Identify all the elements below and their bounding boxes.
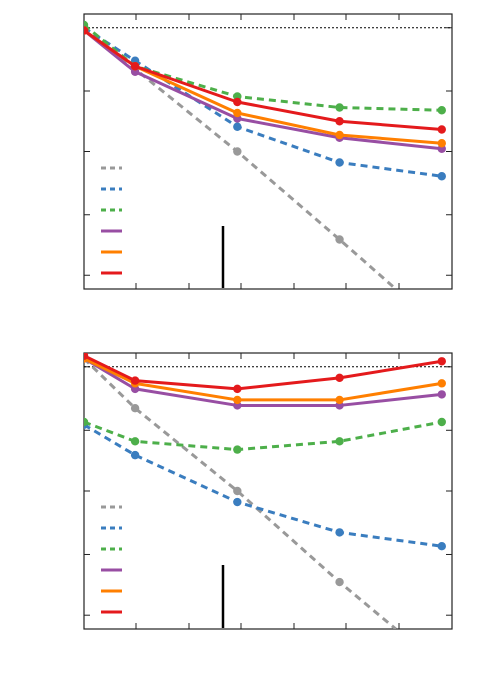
series-2-point: [335, 158, 344, 167]
series-1-point: [335, 235, 344, 244]
plot-frame: [83, 13, 453, 290]
series-6-point: [84, 353, 89, 360]
series-line-6: [84, 29, 442, 131]
series-3-point: [437, 417, 446, 427]
series-6-point: [130, 376, 140, 385]
series-3-point: [437, 106, 446, 115]
series-5-point: [233, 108, 242, 118]
series-1-point: [233, 147, 242, 156]
series-line-4: [84, 29, 442, 151]
series-line-2: [84, 26, 442, 178]
series-2-point: [130, 450, 140, 460]
series-3-point: [335, 103, 344, 112]
series-3-point: [130, 437, 140, 446]
series-2-point: [437, 542, 446, 551]
series-5-point: [233, 395, 242, 405]
series-2-point: [233, 122, 242, 131]
series-1-point: [335, 577, 344, 587]
series-4-point: [437, 390, 446, 399]
series-2-point: [335, 528, 344, 537]
series-2-point: [233, 497, 242, 507]
series-6-point: [335, 117, 344, 126]
series-6-point: [437, 125, 446, 134]
series-5-point: [437, 379, 446, 388]
series-line-1: [84, 357, 397, 629]
chart-panel-2: [83, 352, 453, 630]
series-6-point: [437, 357, 446, 366]
series-1-point: [130, 404, 140, 413]
series-2-point: [437, 172, 446, 181]
series-3-point: [335, 437, 344, 446]
series-3-point: [233, 445, 242, 454]
series-5-point: [437, 139, 446, 148]
series-6-point: [84, 26, 89, 35]
series-6-point: [335, 373, 344, 383]
chart-panel-1: [83, 13, 453, 290]
series-3-point: [84, 417, 89, 427]
plot-frame: [83, 352, 453, 630]
series-5-point: [335, 130, 344, 140]
series-5-point: [335, 395, 344, 405]
series-6-point: [233, 97, 242, 107]
series-1-point: [233, 486, 242, 496]
series-6-point: [233, 384, 242, 394]
series-line-3: [84, 420, 443, 452]
series-6-point: [130, 62, 140, 71]
